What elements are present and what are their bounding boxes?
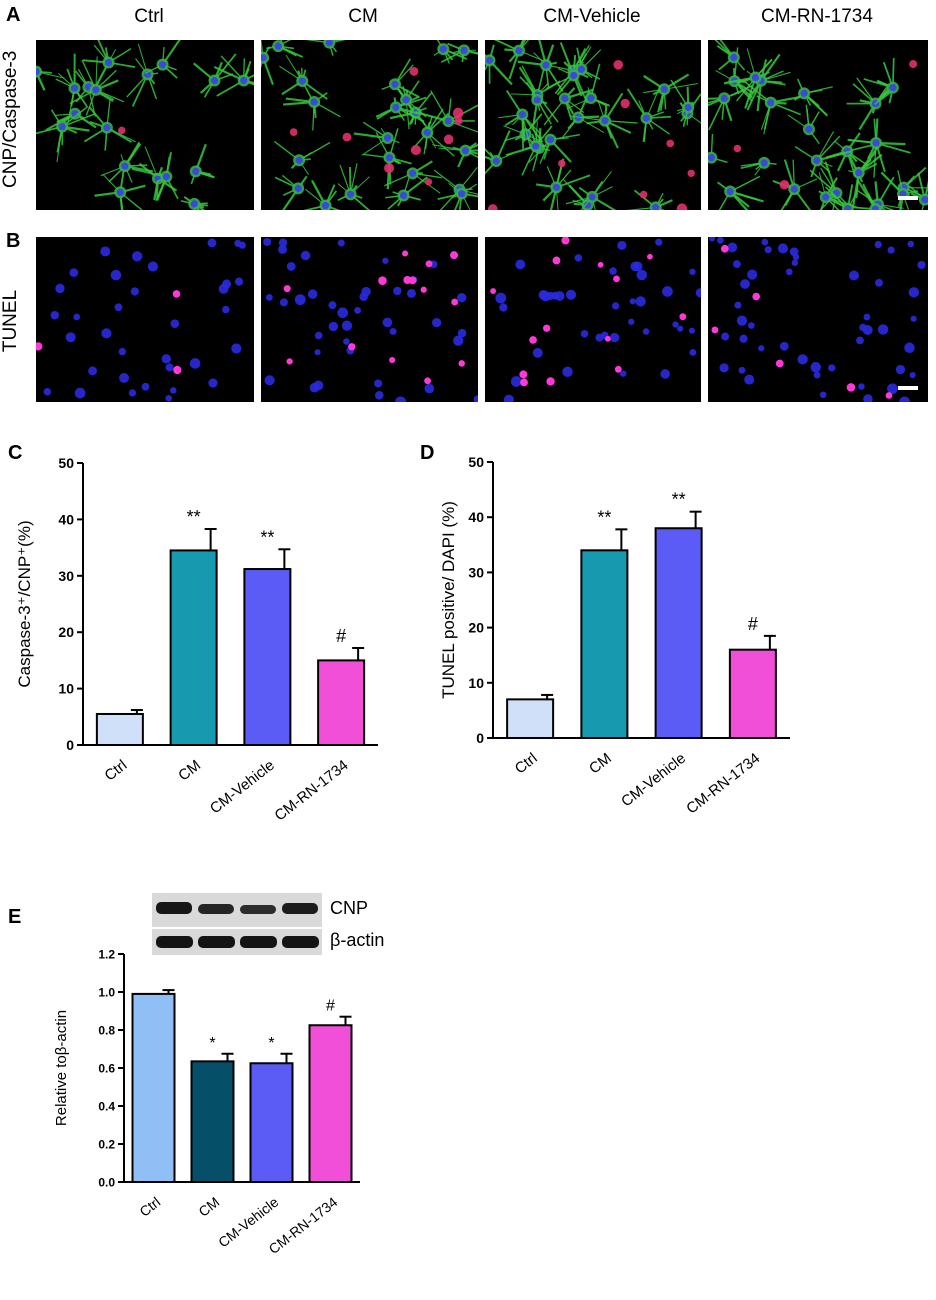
column-label-cm-rn-1734: CM-RN-1734: [761, 6, 873, 27]
y-tick-label: 40: [58, 511, 74, 527]
micrograph-b-cm: [261, 237, 478, 402]
x-tick-label: Ctrl: [136, 1194, 163, 1220]
micrograph-a-cm-rn-1734: [708, 40, 928, 210]
blot-band: [156, 936, 193, 948]
y-tick-label: 30: [468, 564, 484, 580]
bar-cm-rn-1734: [317, 659, 366, 747]
blot-label-cnp: CNP: [330, 898, 369, 918]
bar-cm-vehicle: [249, 1062, 294, 1183]
bar-ctrl: [131, 992, 176, 1184]
y-axis-label: Relative toβ-actin: [53, 1010, 70, 1126]
y-tick-label: 10: [468, 675, 484, 691]
significance-label: #: [326, 998, 335, 1015]
y-tick-label: 0.8: [98, 1023, 115, 1037]
y-tick-label: 50: [58, 455, 74, 471]
y-tick-label: 0.6: [98, 1061, 115, 1075]
significance-label: **: [260, 527, 274, 547]
blot-cnp-strip: [152, 893, 322, 927]
blot-band: [156, 902, 192, 914]
panel-label-a: A: [6, 4, 21, 26]
significance-label: #: [336, 626, 346, 646]
y-tick-label: 20: [58, 624, 74, 640]
column-label-cm: CM: [348, 6, 378, 27]
blot-band: [240, 936, 277, 948]
significance-label: **: [672, 490, 686, 510]
bar-cm-rn-1734: [308, 1024, 353, 1183]
bar-cm-vehicle: [243, 568, 292, 746]
significance-label: #: [748, 614, 758, 634]
column-label-ctrl: Ctrl: [134, 6, 164, 27]
micrograph-b-ctrl: [36, 237, 254, 402]
blot-band: [198, 904, 234, 914]
panel-label-d: D: [420, 442, 435, 464]
significance-label: *: [209, 1035, 215, 1052]
bar-cm: [190, 1060, 235, 1183]
blot-band: [282, 903, 318, 914]
blot-band: [282, 936, 319, 948]
y-axis-label: TUNEL positive/ DAPI (%): [439, 501, 458, 699]
bar-ctrl: [506, 698, 555, 739]
panel-label-c: C: [8, 442, 23, 464]
micrograph-a-cm: [261, 40, 478, 210]
y-tick-label: 0.2: [98, 1137, 115, 1151]
blot-label-actin: β-actin: [330, 930, 385, 950]
y-tick-label: 40: [468, 509, 484, 525]
y-tick-label: 1.2: [98, 947, 115, 961]
column-label-cm-vehicle: CM-Vehicle: [543, 6, 641, 27]
bar-cm-rn-1734: [728, 648, 777, 739]
significance-label: **: [597, 507, 611, 527]
y-tick-label: 20: [468, 620, 484, 636]
bar-cm: [169, 549, 218, 746]
panel-label-b: B: [6, 230, 21, 252]
bar-cm: [580, 549, 629, 739]
bar-ctrl: [95, 712, 144, 746]
blot-band: [240, 905, 276, 914]
y-tick-label: 1.0: [98, 985, 115, 999]
panel-label-e: E: [8, 906, 22, 928]
y-tick-label: 30: [58, 568, 74, 584]
significance-label: *: [268, 1035, 274, 1052]
blot-actin-strip: [152, 929, 322, 955]
micrograph-b-cm-vehicle: [485, 237, 701, 402]
bar-cm-vehicle: [654, 527, 703, 739]
significance-label: **: [187, 507, 201, 527]
y-axis-label: Caspase-3⁺/CNP⁺(%): [15, 520, 34, 687]
y-tick-label: 0: [476, 730, 484, 746]
y-tick-label: 0.4: [98, 1099, 115, 1113]
y-tick-label: 50: [468, 454, 484, 470]
y-tick-label: 10: [58, 681, 74, 697]
micrograph-a-ctrl: [36, 40, 254, 210]
x-tick-label: CM: [195, 1194, 222, 1220]
y-tick-label: 0: [66, 737, 74, 753]
micrograph-b-cm-rn-1734: [708, 237, 928, 402]
y-tick-label: 0.0: [98, 1175, 115, 1189]
blot-band: [198, 936, 235, 948]
micrograph-a-cm-vehicle: [485, 40, 701, 210]
